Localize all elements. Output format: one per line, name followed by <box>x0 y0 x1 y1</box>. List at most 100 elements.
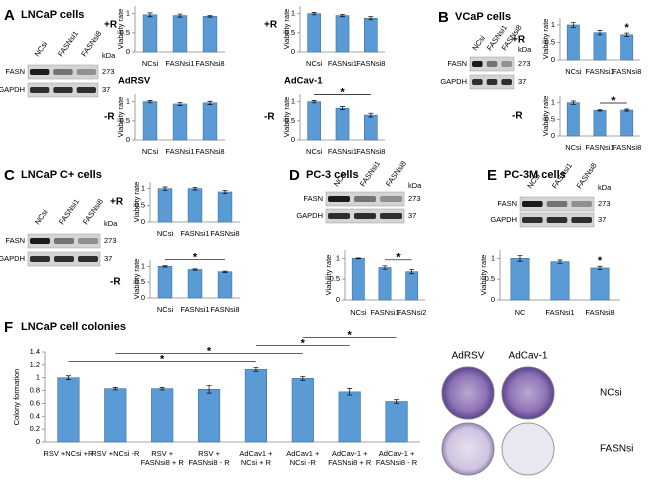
blot-band <box>30 256 50 262</box>
error-bar <box>624 108 630 112</box>
kda-label: kDa <box>598 183 612 192</box>
protein-label: GAPDH <box>0 254 25 263</box>
bar <box>351 258 365 301</box>
kda-value: 37 <box>408 211 416 220</box>
y-axis-label: Colony formation <box>12 369 21 426</box>
error-bar <box>147 12 153 18</box>
error-bar <box>159 387 165 391</box>
bar <box>197 388 221 443</box>
error-bar <box>570 100 576 105</box>
bar <box>338 391 361 443</box>
blot-band <box>472 61 483 67</box>
y-axis-label: Viability rate <box>116 9 125 50</box>
error-bar <box>162 265 168 268</box>
significance-label: * <box>160 353 165 365</box>
y-axis-label: Viability rate <box>282 97 291 138</box>
error-bar <box>557 259 563 264</box>
error-bar <box>570 22 576 28</box>
bar <box>566 102 580 137</box>
y-tick-label: 0 <box>491 295 495 304</box>
kda-label: kDa <box>104 219 118 228</box>
x-tick-label: FASNsi8 <box>585 308 614 317</box>
x-tick-label: FASNsi8 <box>210 229 239 238</box>
y-tick-label: 0.5 <box>120 28 130 37</box>
y-tick-label: 1 <box>36 373 40 382</box>
x-tick-label: FASNsi8 <box>195 59 224 68</box>
bar <box>335 107 350 141</box>
error-bar <box>368 16 374 21</box>
error-bar <box>597 30 603 36</box>
x-tick-label: FASNsi1 <box>328 147 357 156</box>
x-tick-label: FASNsi8 <box>195 147 224 156</box>
y-tick-label: 0 <box>141 217 145 226</box>
x-tick-label: NCsi <box>142 147 159 156</box>
y-tick-label: 0.5 <box>285 116 295 125</box>
bar-chart: 0 0.5 1 NCsi FASNsi1 FASNsi8 Viability rate +R <box>110 182 240 238</box>
significance-label: * <box>301 337 306 349</box>
blot-band <box>76 87 96 93</box>
x-tick-label: RSV +NCsi -R <box>91 449 140 458</box>
significance-label: * <box>348 329 353 341</box>
blot-band <box>571 201 592 207</box>
x-tick-label: FASNsi1 <box>165 147 194 156</box>
y-tick-label: 1 <box>141 184 145 193</box>
row-label: -R <box>104 112 115 123</box>
y-axis-label: Viability rate <box>282 9 291 50</box>
y-tick-label: 0 <box>141 293 145 302</box>
blot-band <box>54 256 74 262</box>
x-tick-label: FASNsi8 <box>356 59 385 68</box>
bar <box>291 378 314 443</box>
bar <box>244 369 268 443</box>
bar <box>307 13 321 53</box>
protein-label: FASN <box>303 194 323 203</box>
blot-band <box>78 256 98 262</box>
bar <box>202 16 218 53</box>
y-axis-label: Viability rate <box>541 96 550 137</box>
significance-label: * <box>396 252 401 264</box>
bar <box>385 401 408 443</box>
x-tick-label: RSV + <box>198 449 221 458</box>
colony-plate <box>501 366 555 420</box>
panel-title: PC-3 cells <box>306 169 359 181</box>
panel-title: PC-3M cells <box>504 169 566 181</box>
blot-band <box>546 201 568 207</box>
bar <box>187 269 203 299</box>
colony-row-label: FASNsi <box>600 444 633 455</box>
x-tick-label: AdCav-1 + <box>379 449 415 458</box>
kda-value: 273 <box>598 199 611 208</box>
x-tick-label: FASNsi1 <box>370 308 399 317</box>
x-tick-label: FASNsi1 <box>165 59 194 68</box>
y-axis-label: Viability rate <box>324 255 333 296</box>
y-tick-label: 1 <box>551 20 555 29</box>
error-bar <box>253 367 259 372</box>
bar <box>364 114 378 141</box>
bar <box>590 267 610 301</box>
lane-label: NCsi <box>33 40 50 59</box>
bar <box>172 15 188 53</box>
x-tick-label: NCsi <box>350 308 367 317</box>
bar <box>157 188 173 223</box>
chart-title: AdRSV <box>118 76 151 87</box>
blot-band <box>522 201 543 207</box>
y-tick-label: 0 <box>36 437 40 446</box>
row-label: +R <box>512 35 526 46</box>
lane-label: FASNsi8 <box>575 161 599 190</box>
x-tick-label: FASNsi8 <box>210 305 239 314</box>
y-tick-label: 0.2 <box>30 424 40 433</box>
protein-label: GAPDH <box>440 77 467 86</box>
y-tick-label: 0.5 <box>135 200 145 209</box>
x-tick-label: FASNsi8 + R <box>141 458 185 467</box>
protein-label: FASN <box>497 199 517 208</box>
colony-column-label: AdRSV <box>452 351 485 362</box>
x-tick-label: AdCav-1 + <box>332 449 368 458</box>
chart-title: AdCav-1 <box>284 76 323 87</box>
error-bar <box>340 14 345 18</box>
error-bar <box>394 399 400 404</box>
y-tick-label: 1 <box>126 9 130 18</box>
blot-band <box>328 213 350 219</box>
blot-band <box>486 79 498 85</box>
bar <box>202 102 218 141</box>
